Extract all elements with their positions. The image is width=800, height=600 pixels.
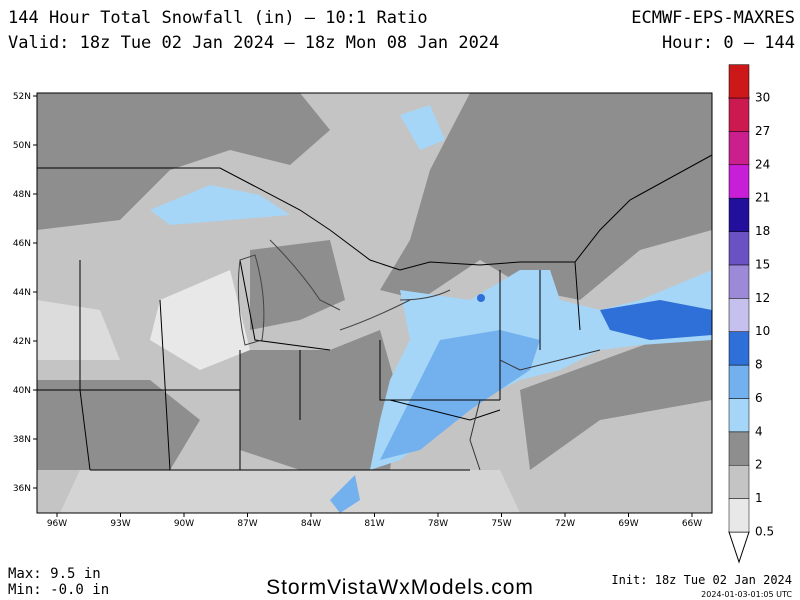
legend-swatch xyxy=(728,398,750,433)
site: StormVistaWxModels.com xyxy=(266,576,534,599)
max: Max: 9.5 in xyxy=(8,566,101,582)
legend-under xyxy=(728,531,750,564)
legend-label: 21 xyxy=(755,191,770,205)
legend-label: 2 xyxy=(755,458,763,472)
legend-label: 4 xyxy=(755,424,763,438)
legend-swatch xyxy=(728,364,750,399)
min: Min: -0.0 in xyxy=(8,582,109,598)
model: ECMWF-EPS-MAXRES xyxy=(631,8,795,28)
legend-swatch xyxy=(728,331,750,366)
legend-label: 0.5 xyxy=(755,525,774,539)
lat-label: 38N xyxy=(13,435,31,445)
lat-label: 52N xyxy=(13,92,31,102)
lon-label: 75W xyxy=(491,519,511,529)
legend-swatch xyxy=(728,197,750,232)
hour: Hour: 0 – 144 xyxy=(662,33,795,53)
legend-label: 15 xyxy=(755,257,770,271)
lon-label: 93W xyxy=(110,519,130,529)
lon-label: 84W xyxy=(301,519,321,529)
lon-label: 66W xyxy=(682,519,702,529)
legend-label: 8 xyxy=(755,358,763,372)
lat-label: 48N xyxy=(13,190,31,200)
lon-label: 78W xyxy=(428,519,448,529)
legend-swatch xyxy=(728,264,750,299)
lon-label: 69W xyxy=(618,519,638,529)
legend-label: 18 xyxy=(755,224,770,238)
legend-swatch xyxy=(728,131,750,166)
legend-swatch xyxy=(728,64,750,99)
legend-label: 24 xyxy=(755,157,770,171)
title: 144 Hour Total Snowfall (in) – 10:1 Rati… xyxy=(8,8,428,28)
legend-swatch xyxy=(728,231,750,266)
lat-label: 36N xyxy=(13,484,31,494)
legend-swatch xyxy=(728,431,750,466)
lon-label: 96W xyxy=(47,519,67,529)
legend-swatch xyxy=(728,97,750,132)
map xyxy=(37,93,712,513)
lon-label: 81W xyxy=(364,519,384,529)
legend-label: 12 xyxy=(755,291,770,305)
lon-label: 72W xyxy=(555,519,575,529)
lat-label: 40N xyxy=(13,386,31,396)
lat-label: 50N xyxy=(13,141,31,151)
stamp: 2024-01-03-01:05 UTC xyxy=(701,590,792,599)
init: Init: 18z Tue 02 Jan 2024 xyxy=(611,573,792,587)
legend-swatch xyxy=(728,298,750,332)
lat-label: 44N xyxy=(13,288,31,298)
lon-label: 87W xyxy=(237,519,257,529)
legend-label: 1 xyxy=(755,491,763,505)
legend-label: 10 xyxy=(755,324,770,338)
lat-label: 46N xyxy=(13,239,31,249)
legend-swatch xyxy=(728,464,750,499)
valid: Valid: 18z Tue 02 Jan 2024 – 18z Mon 08 … xyxy=(8,33,499,53)
legend-label: 27 xyxy=(755,124,770,138)
lat-label: 42N xyxy=(13,337,31,347)
legend-label: 30 xyxy=(755,91,770,105)
legend-label: 6 xyxy=(755,391,763,405)
legend-swatch xyxy=(728,498,750,533)
legend-swatch xyxy=(728,164,750,199)
lon-label: 90W xyxy=(174,519,194,529)
